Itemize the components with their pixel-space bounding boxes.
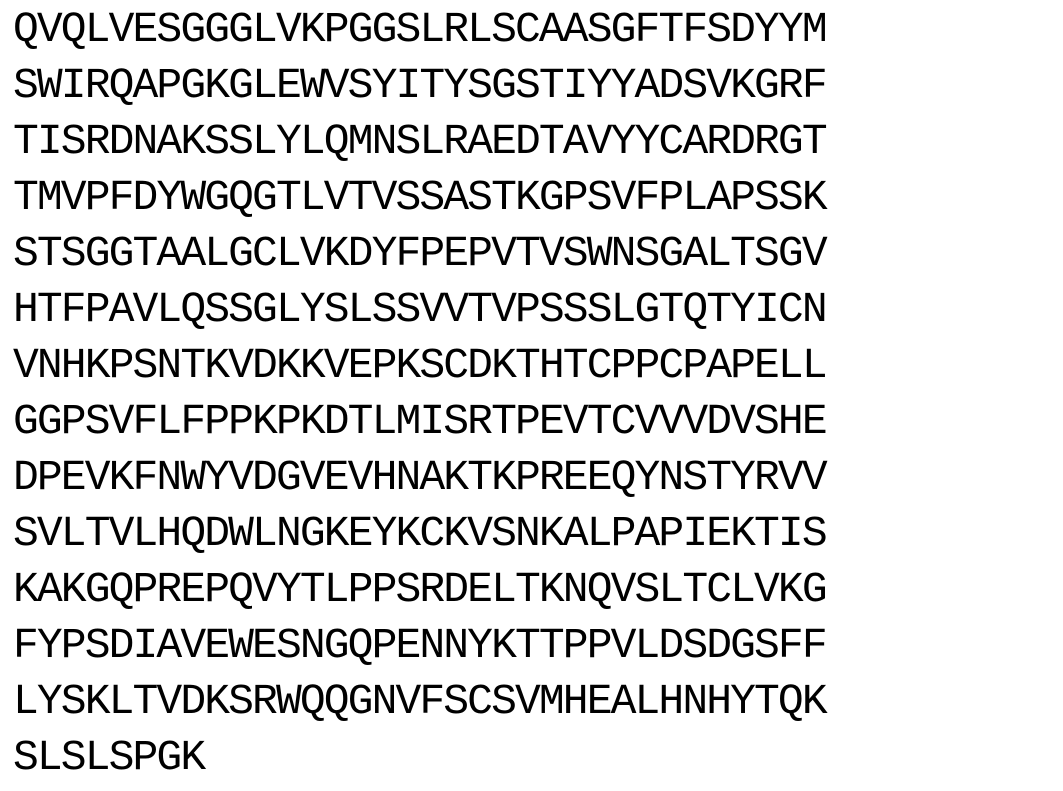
- protein-sequence: QVQLVESGGGLVKPGGSLRLSCAASGFTFSDYYM SWIRQ…: [13, 2, 826, 786]
- sequence-line-8: GGPSVFLFPPKPKDTLMISRTPEVTCVVVDVSHE: [13, 394, 826, 450]
- sequence-line-13: LYSKLTVDKSRWQQGNVFSCSVMHEALHNHYTQK: [13, 674, 826, 730]
- sequence-line-14: SLSLSPGK: [13, 730, 826, 786]
- sequence-line-10: SVLTVLHQDWLNGKEYKCKVSNKALPAPIEKTIS: [13, 506, 826, 562]
- sequence-line-5: STSGGTAALGCLVKDYFPEPVTVSWNSGALTSGV: [13, 226, 826, 282]
- sequence-line-3: TISRDNAKSSLYLQMNSLRAEDTAVYYCARDRGT: [13, 114, 826, 170]
- sequence-line-11: KAKGQPREPQVYTLPPSRDELTKNQVSLTCLVKG: [13, 562, 826, 618]
- sequence-line-2: SWIRQAPGKGLEWVSYITYSGSTIYYADSVKGRF: [13, 58, 826, 114]
- sequence-line-12: FYPSDIAVEWESNGQPENNYKTTPPVLDSDGSFF: [13, 618, 826, 674]
- sequence-line-1: QVQLVESGGGLVKPGGSLRLSCAASGFTFSDYYM: [13, 2, 826, 58]
- sequence-line-9: DPEVKFNWYVDGVEVHNAKTKPREEQYNSTYRVV: [13, 450, 826, 506]
- sequence-line-4: TMVPFDYWGQGTLVTVSSASTKGPSVFPLAPSSK: [13, 170, 826, 226]
- sequence-line-6: HTFPAVLQSSGLYSLSSVVTVPSSSLGTQTYICN: [13, 282, 826, 338]
- sequence-line-7: VNHKPSNTKVDKKVEPKSCDKTHTCPPCPAPELL: [13, 338, 826, 394]
